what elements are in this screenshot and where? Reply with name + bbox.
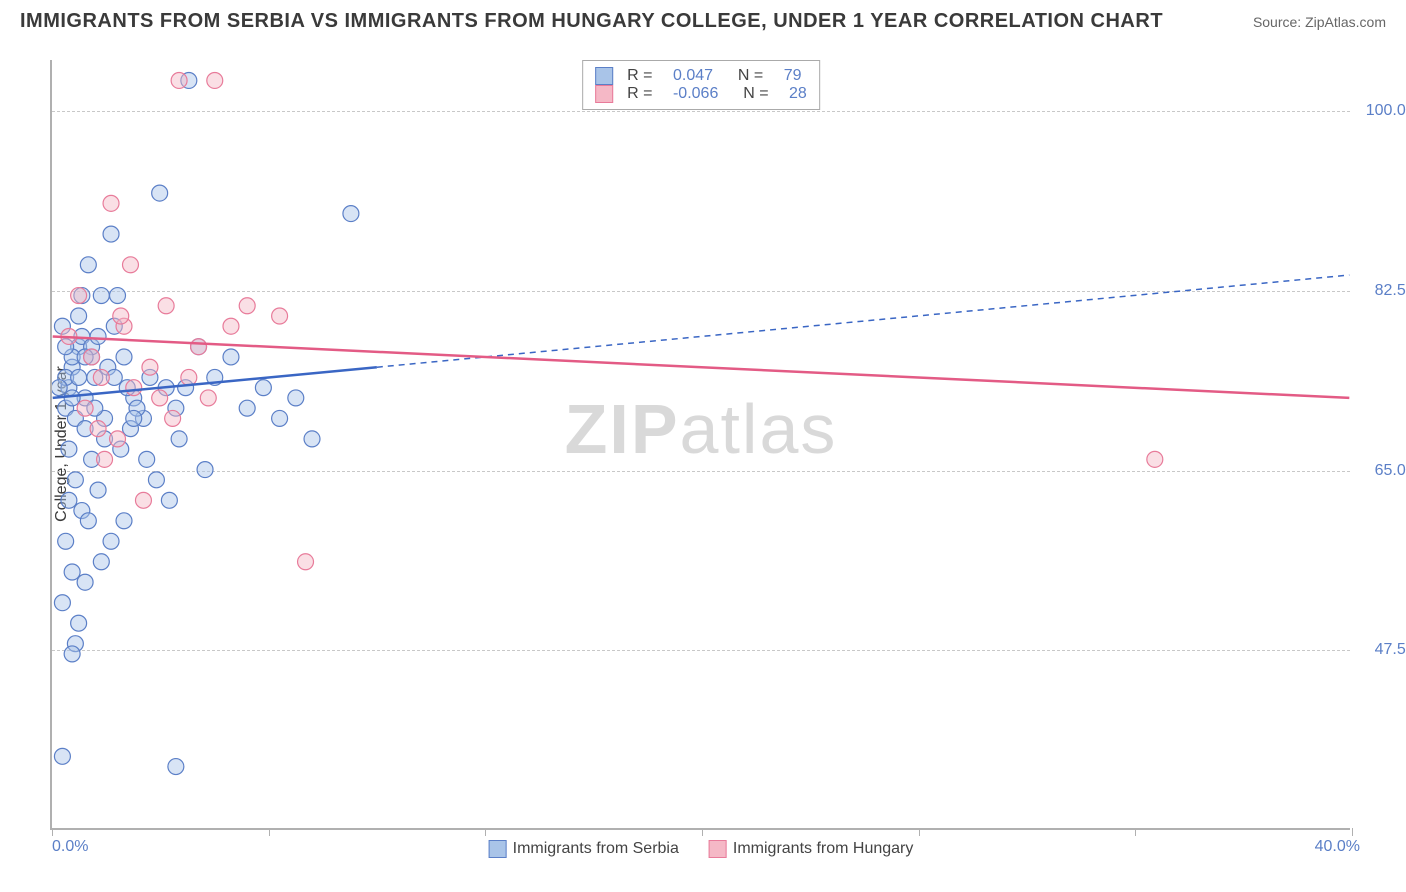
xtick (919, 828, 920, 836)
x-axis-min-label: 0.0% (52, 838, 88, 856)
xtick (1352, 828, 1353, 836)
xtick (52, 828, 53, 836)
ytick-label: 47.5% (1360, 641, 1406, 659)
xtick (269, 828, 270, 836)
x-axis-max-label: 40.0% (1315, 838, 1360, 856)
xtick (1135, 828, 1136, 836)
legend-swatch-serbia (595, 67, 613, 85)
legend-swatch-hungary (595, 85, 613, 103)
chart-title: IMMIGRANTS FROM SERBIA VS IMMIGRANTS FRO… (20, 10, 1163, 33)
ytick-label: 100.0% (1360, 102, 1406, 120)
legend-series: Immigrants from Serbia Immigrants from H… (489, 840, 914, 858)
legend-stats: R = 0.047 N = 79 R = -0.066 N = 28 (582, 60, 820, 110)
legend-bottom-swatch-serbia (489, 840, 507, 858)
xtick (702, 828, 703, 836)
scatter-plot (52, 60, 1350, 828)
source-label: Source: ZipAtlas.com (1253, 14, 1386, 30)
ytick-label: 82.5% (1360, 282, 1406, 300)
ytick-label: 65.0% (1360, 462, 1406, 480)
xtick (485, 828, 486, 836)
legend-bottom-swatch-hungary (709, 840, 727, 858)
chart-area: College, Under 1 year ZIPatlas R = 0.047… (50, 60, 1350, 830)
